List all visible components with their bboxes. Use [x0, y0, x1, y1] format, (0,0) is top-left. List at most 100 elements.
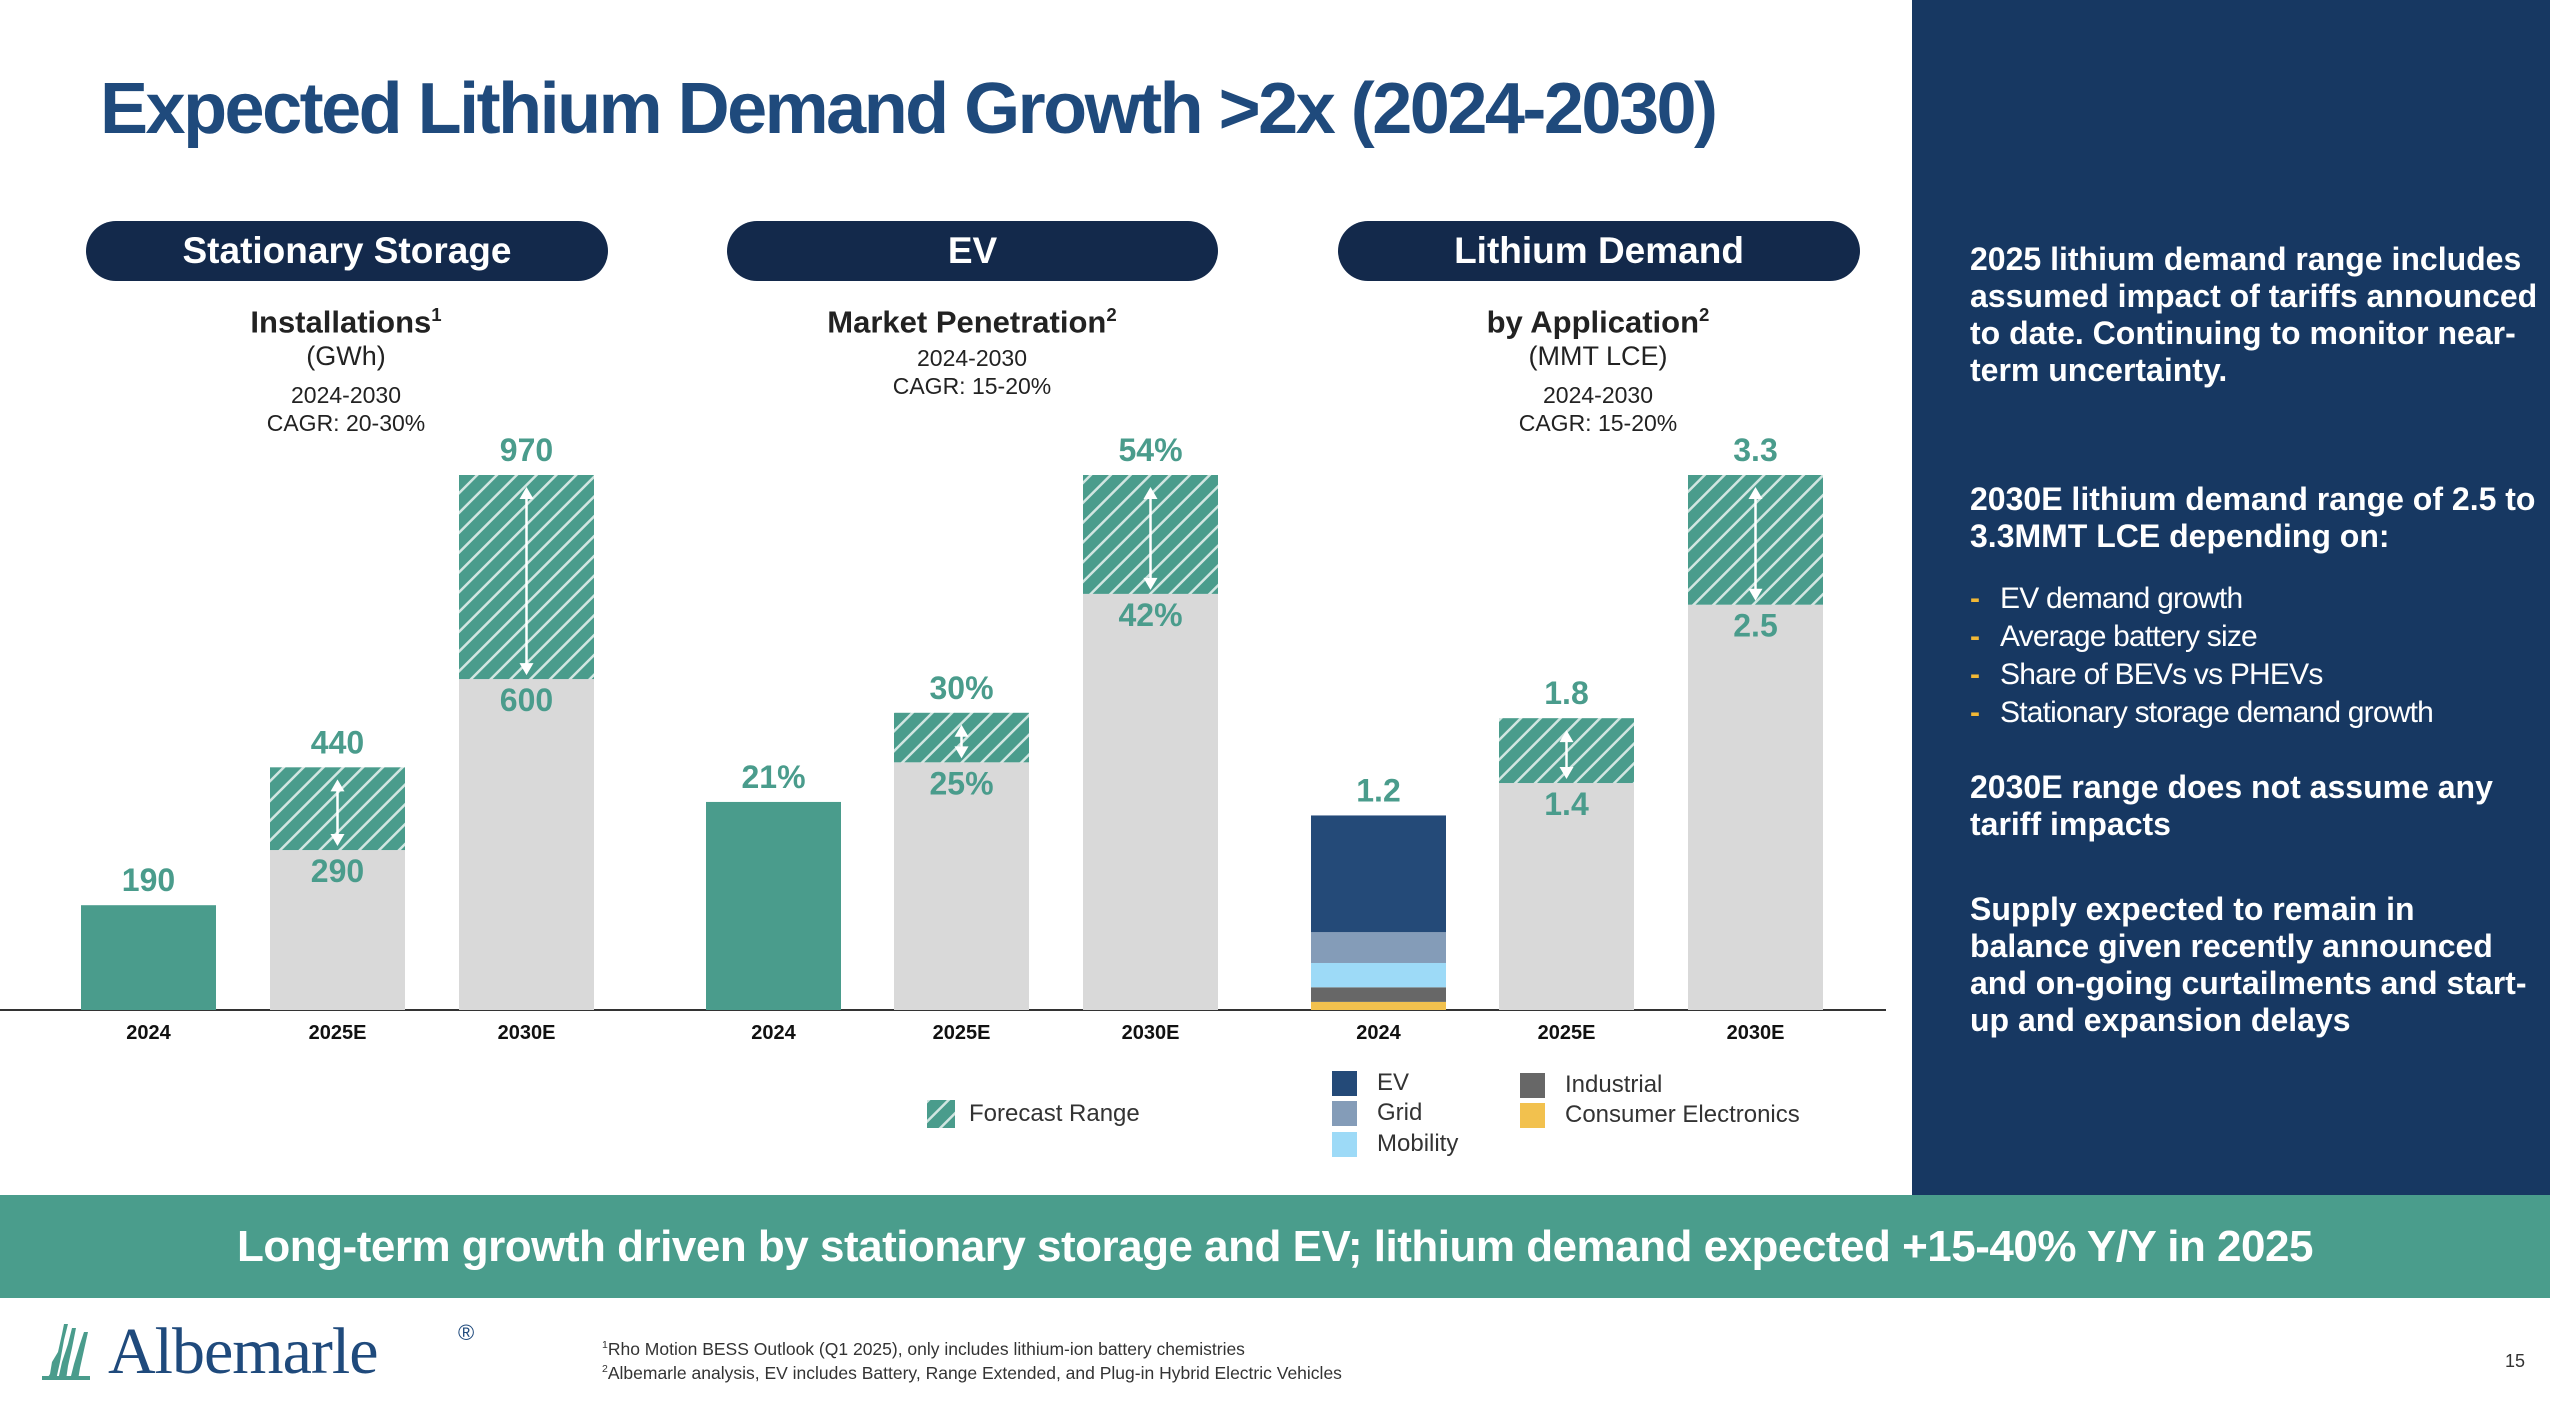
bar-actual: [81, 905, 216, 1010]
data-label-low: 2.5: [1733, 608, 1777, 644]
arrow-up-icon: [1143, 487, 1158, 499]
bar-forecast-low: [459, 679, 594, 1010]
bar-segment-mobility: [1311, 962, 1446, 988]
data-label-low: 42%: [1118, 597, 1182, 633]
data-label-high: 1.8: [1544, 675, 1588, 711]
legend-grid: Grid: [1332, 1099, 1422, 1127]
arrow-up-icon: [1559, 730, 1574, 743]
footnote-ref: 1: [431, 304, 442, 325]
arrow-down-icon: [1559, 767, 1574, 780]
x-tick-label: 2024: [126, 1022, 171, 1044]
stationary-subtitle: Installations: [250, 304, 432, 340]
takeaway-banner: Long-term growth driven by stationary st…: [0, 1195, 2550, 1298]
ev-subtitle-block: Market Penetration2 2024-2030 CAGR: 15-2…: [722, 304, 1222, 400]
ev-period: 2024-2030: [917, 345, 1027, 372]
legend-label: Forecast Range: [969, 1100, 1140, 1127]
legend-label: Consumer Electronics: [1565, 1101, 1800, 1128]
stationary-period: 2024-2030: [291, 382, 401, 409]
panel-bullet: - EV demand growth: [1970, 582, 2243, 615]
data-label-low: 1.4: [1544, 786, 1589, 822]
lithium-period: 2024-2030: [1543, 382, 1653, 409]
legend-consumer-electronics: Consumer Electronics: [1520, 1101, 1800, 1129]
stationary-subtitle-block: Installations1 (GWh) 2024-2030 CAGR: 20-…: [96, 304, 596, 437]
panel-bullet: - Stationary storage demand growth: [1970, 696, 2434, 729]
legend-forecast-range: Forecast Range: [927, 1100, 1140, 1128]
arrow-up-icon: [954, 724, 969, 737]
lithium-subtitle: by Application: [1486, 304, 1700, 340]
data-label-high: 3.3: [1733, 432, 1777, 468]
data-label-high: 30%: [929, 670, 993, 706]
x-tick-label: 2030E: [1122, 1022, 1180, 1044]
bar-forecast-low: [1499, 783, 1634, 1010]
data-label-low: 25%: [929, 765, 993, 801]
panel-paragraph-no-tariffs: 2030E range does not assume any tariff i…: [1970, 769, 2493, 842]
section-pill-ev: EV: [727, 221, 1218, 281]
bar-segment-industrial: [1311, 987, 1446, 1002]
lithium-cagr: CAGR: 15-20%: [1518, 410, 1678, 437]
panel-paragraph-tariffs: 2025 lithium demand range includes assum…: [1970, 241, 2538, 388]
bar-forecast-low: [1688, 604, 1823, 1010]
panel-paragraph-2030-range: 2030E lithium demand range of 2.5 to 3.3…: [1970, 481, 2536, 554]
x-tick-label: 2030E: [498, 1022, 556, 1044]
arrow-down-icon: [1748, 588, 1763, 601]
arrow-down-icon: [330, 834, 345, 847]
data-label-high: 970: [500, 432, 553, 468]
legend-ev: EV: [1332, 1069, 1409, 1097]
x-tick-label: 2024: [1356, 1022, 1401, 1044]
legend-label: EV: [1377, 1069, 1410, 1096]
lithium-subtitle-block: by Application2 (MMT LCE) 2024-2030 CAGR…: [1348, 304, 1848, 437]
page-number: 15: [2505, 1351, 2526, 1371]
panel-bullet: - Average battery size: [1970, 620, 2258, 653]
legend-industrial: Industrial: [1520, 1071, 1662, 1099]
bar-forecast-low: [894, 762, 1029, 1010]
arrow-up-icon: [330, 779, 345, 792]
page-title: Expected Lithium Demand Growth >2x (2024…: [100, 69, 1718, 149]
albemarle-logo: Albemarle ®: [40, 1315, 480, 1388]
legend-label: Grid: [1377, 1099, 1423, 1126]
data-label: 1.2: [1356, 772, 1400, 808]
footnote-ref: 2: [1106, 304, 1117, 325]
data-label-high: 440: [311, 724, 364, 760]
bar-segment-ev: [1311, 815, 1446, 933]
panel-bullet: - Share of BEVs vs PHEVs: [1970, 658, 2323, 691]
stationary-cagr: CAGR: 20-30%: [266, 410, 426, 437]
ev-cagr: CAGR: 15-20%: [892, 373, 1052, 400]
arrow-down-icon: [954, 746, 969, 759]
footnote-2: 2Albemarle analysis, EV includes Battery…: [602, 1363, 1342, 1383]
section-pill-lithium-demand: Lithium Demand: [1338, 221, 1860, 281]
data-label-low: 290: [311, 853, 364, 889]
lithium-unit: (MMT LCE): [1528, 341, 1668, 372]
ev-subtitle: Market Penetration: [827, 304, 1107, 340]
footnote-ref: 2: [1699, 304, 1710, 325]
panel-bullet-list: - EV demand growth - Average battery size …: [1970, 580, 2540, 732]
arrow-up-icon: [519, 487, 534, 499]
legend-mobility: Mobility: [1332, 1130, 1458, 1158]
x-tick-label: 2025E: [1538, 1022, 1596, 1044]
hatch-swatch-icon: [927, 1100, 955, 1128]
data-label: 190: [122, 862, 175, 898]
commentary-panel: 2025 lithium demand range includes assum…: [1912, 0, 2550, 1195]
legend-swatch: [1520, 1072, 1545, 1098]
x-tick-label: 2030E: [1727, 1022, 1785, 1044]
legend-swatch: [1520, 1102, 1545, 1128]
arrow-down-icon: [519, 663, 534, 676]
arrow-down-icon: [1143, 577, 1158, 590]
bar-forecast-low: [270, 850, 405, 1010]
legend-swatch: [1332, 1070, 1357, 1096]
legend-label: Mobility: [1377, 1130, 1459, 1157]
data-label: 21%: [741, 759, 805, 795]
legend-label: Industrial: [1565, 1071, 1663, 1098]
logo-mark-icon: [42, 1324, 90, 1380]
x-tick-label: 2025E: [309, 1022, 367, 1044]
registered-mark: ®: [458, 1320, 475, 1345]
stationary-unit: (GWh): [306, 341, 386, 372]
footnote-1: 1Rho Motion BESS Outlook (Q1 2025), only…: [602, 1339, 1245, 1359]
bar-segment-consumer-electronics: [1311, 1001, 1446, 1010]
data-label-low: 600: [500, 682, 553, 718]
legend-swatch: [1332, 1131, 1357, 1157]
x-tick-label: 2024: [751, 1022, 796, 1044]
bar-charts: 2024 190 2025E 290 440 2030E 600 970 2024 21% 2025…: [0, 432, 1886, 1044]
logo-wordmark: Albemarle: [108, 1315, 379, 1388]
bar-segment-grid: [1311, 932, 1446, 963]
panel-paragraph-supply: Supply expected to remain in balance giv…: [1970, 891, 2527, 1038]
